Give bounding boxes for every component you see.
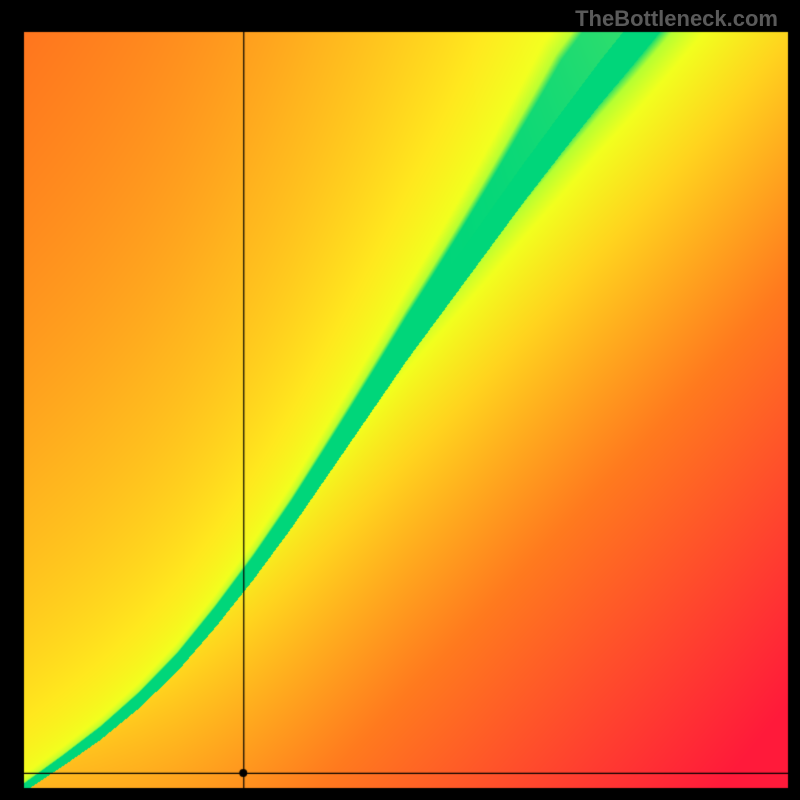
heatmap-canvas	[0, 0, 800, 800]
watermark-text: TheBottleneck.com	[575, 6, 778, 32]
chart-container: { "watermark": { "text": "TheBottleneck.…	[0, 0, 800, 800]
